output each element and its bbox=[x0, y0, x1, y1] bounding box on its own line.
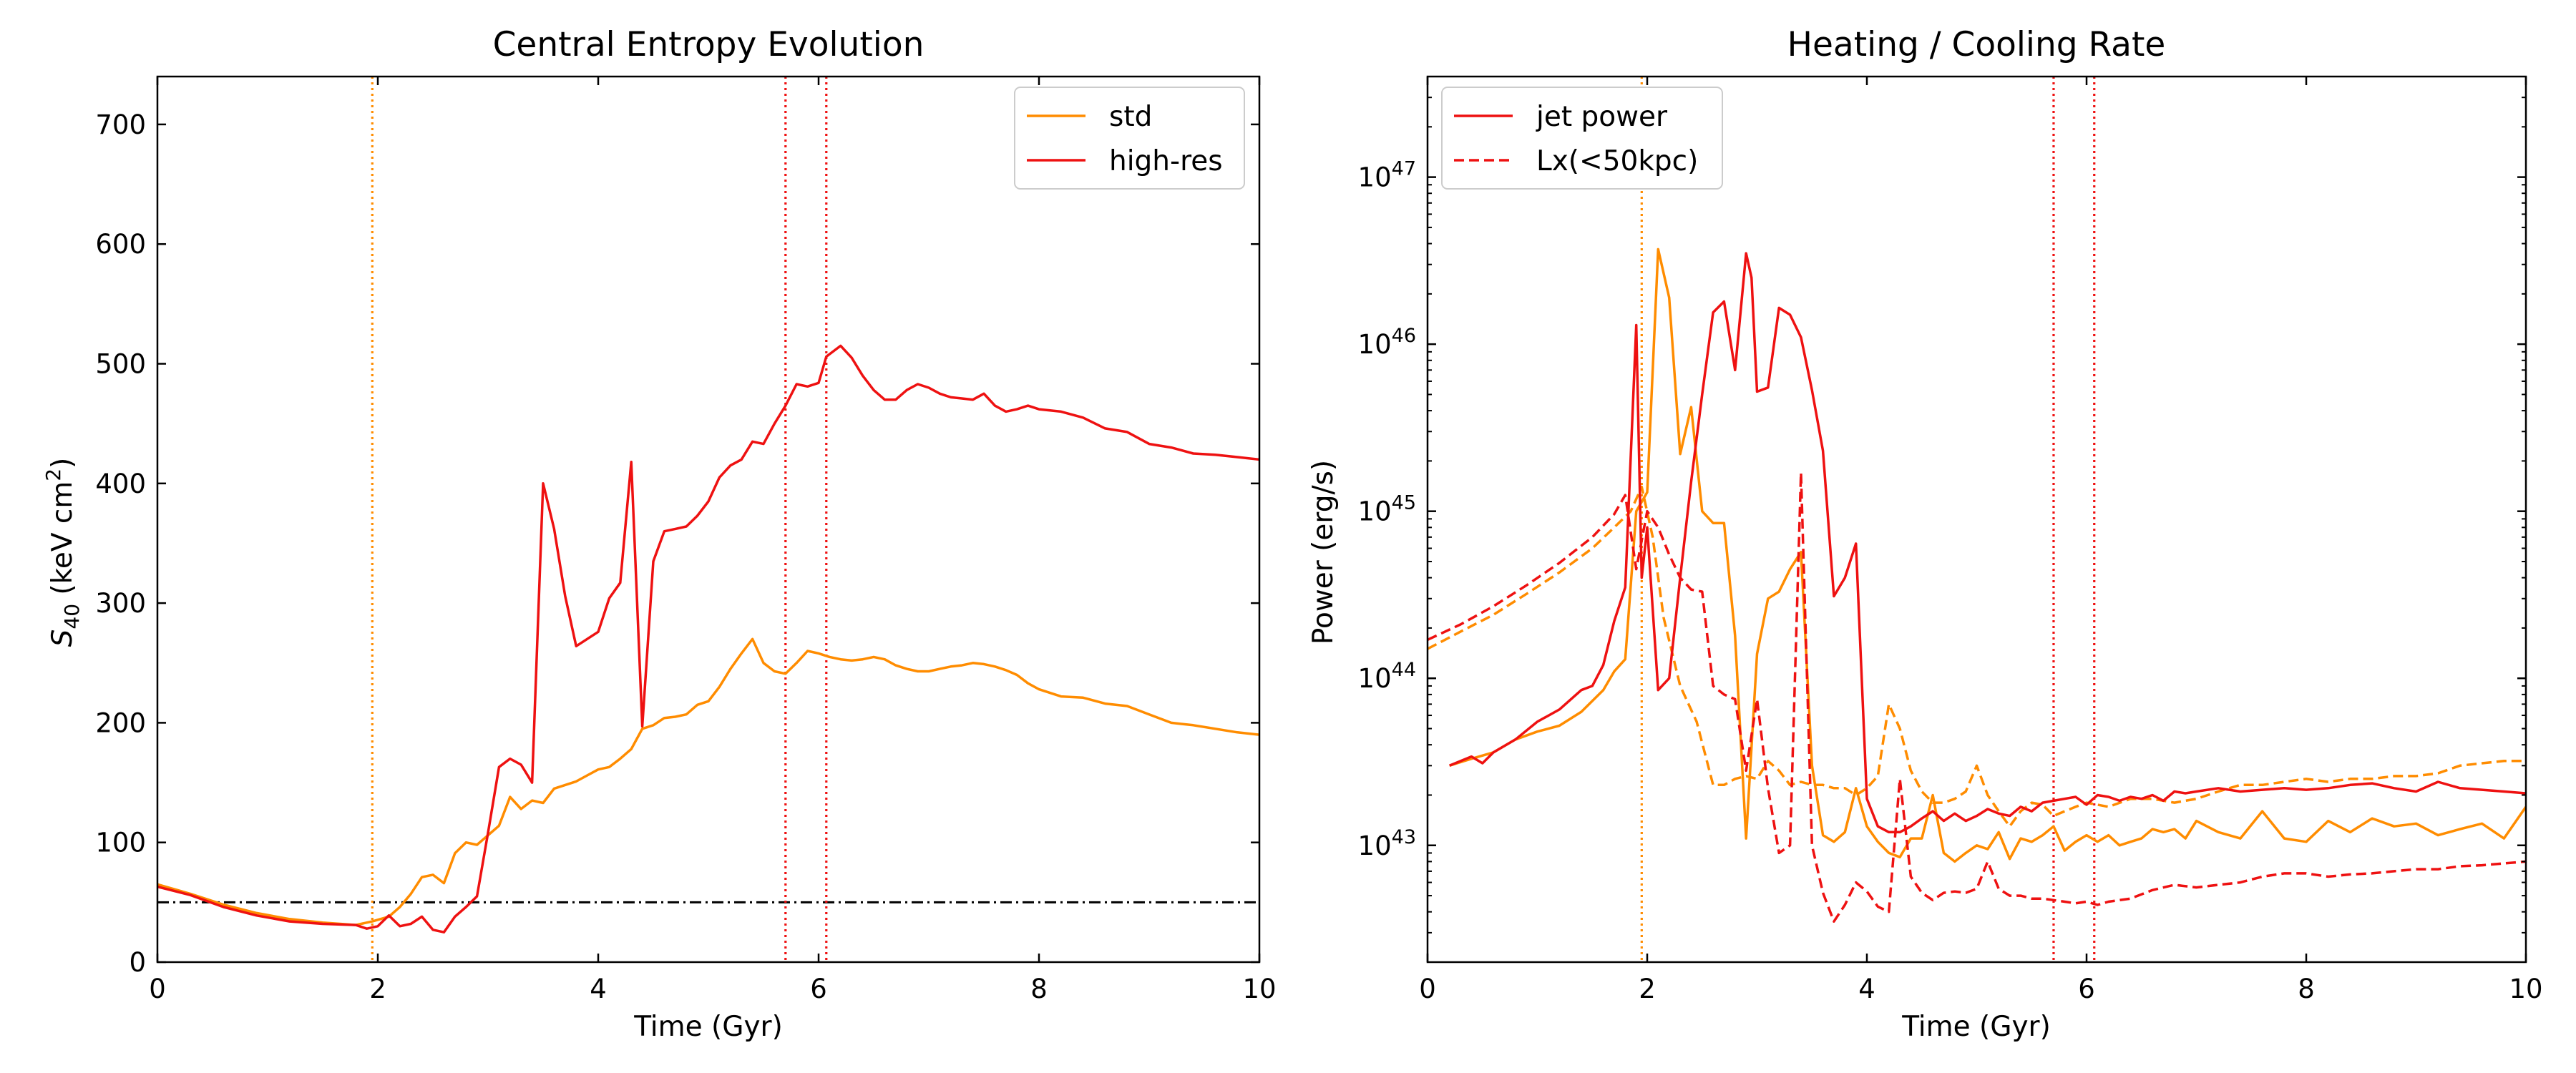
power-ytick-label: 1044 bbox=[1358, 659, 1416, 694]
entropy-xtick-label: 0 bbox=[149, 974, 166, 1004]
entropy-ytick-label: 0 bbox=[129, 947, 146, 978]
legend-label-std: std bbox=[1109, 101, 1152, 133]
entropy-ytick-label: 300 bbox=[95, 588, 146, 619]
entropy-y-unit-post: ) bbox=[47, 458, 79, 469]
power-xtick-label: 6 bbox=[2078, 974, 2095, 1004]
legend-label-high-res: high-res bbox=[1109, 145, 1223, 177]
power-chart: Heating / Cooling Rate 0 2 4 6 8 10 1043 1044 10… bbox=[1307, 25, 2543, 1043]
entropy-series-0-line bbox=[157, 637, 1259, 926]
power-series-group bbox=[1428, 77, 2526, 962]
entropy-y-unit-sup: 2 bbox=[42, 469, 65, 481]
entropy-ytick-label: 500 bbox=[95, 349, 146, 380]
power-axes-frame bbox=[1426, 75, 2527, 964]
entropy-series-group bbox=[157, 77, 1259, 962]
entropy-axes-frame bbox=[156, 75, 1261, 964]
power-series-1-line bbox=[1428, 485, 2526, 828]
power-xtick-label: 8 bbox=[2298, 974, 2315, 1004]
entropy-xtick-label: 6 bbox=[810, 974, 827, 1004]
power-x-axis-label: Time (Gyr) bbox=[1901, 1011, 2051, 1043]
power-series-0-line bbox=[1449, 248, 2526, 863]
entropy-ytick-label: 200 bbox=[95, 707, 146, 738]
power-y-axis-label: Power (erg/s) bbox=[1307, 460, 1340, 645]
power-ytick-label: 1047 bbox=[1358, 158, 1416, 193]
power-ytick-label: 1045 bbox=[1358, 492, 1416, 527]
power-plot-area: 0 2 4 6 8 10 1043 1044 1045 1046 1047 bbox=[1358, 75, 2543, 1004]
entropy-ytick-label: 100 bbox=[95, 828, 146, 858]
entropy-y-unit-pre: (keV cm bbox=[47, 481, 79, 604]
power-ytick-label: 1043 bbox=[1358, 826, 1416, 861]
entropy-chart-title: Central Entropy Evolution bbox=[493, 25, 924, 64]
legend-label-jet-power: jet power bbox=[1536, 101, 1668, 133]
power-xtick-label: 2 bbox=[1639, 974, 1656, 1004]
entropy-chart: Central Entropy Evolution 0 2 4 6 8 100100200… bbox=[42, 25, 1277, 1043]
entropy-ytick-label: 700 bbox=[95, 109, 146, 140]
power-ytick-label: 1046 bbox=[1358, 325, 1416, 360]
entropy-x-axis-label: Time (Gyr) bbox=[633, 1011, 783, 1043]
entropy-legend-frame bbox=[1014, 87, 1245, 190]
power-series-3-line bbox=[1428, 471, 2526, 923]
entropy-legend: std high-res bbox=[1014, 87, 1245, 190]
entropy-y-axis-label: S40 (keV cm2) bbox=[42, 458, 84, 647]
power-xtick-label: 10 bbox=[2509, 974, 2542, 1004]
entropy-ytick-label: 600 bbox=[95, 229, 146, 260]
entropy-xtick-label: 8 bbox=[1030, 974, 1048, 1004]
power-series-2-line bbox=[1449, 252, 2526, 834]
entropy-xtick-label: 4 bbox=[590, 974, 607, 1004]
entropy-xtick-label: 2 bbox=[369, 974, 386, 1004]
entropy-xtick-label: 10 bbox=[1242, 974, 1276, 1004]
power-chart-title: Heating / Cooling Rate bbox=[1787, 25, 2166, 64]
entropy-y-subscript: 40 bbox=[60, 604, 84, 629]
entropy-y-symbol: S bbox=[47, 629, 79, 647]
power-legend: jet power Lx(<50kpc) bbox=[1441, 87, 1723, 190]
entropy-series-1-line bbox=[157, 344, 1259, 934]
power-xtick-label: 0 bbox=[1419, 974, 1436, 1004]
entropy-ytick-label: 400 bbox=[95, 469, 146, 499]
legend-label-lx: Lx(<50kpc) bbox=[1536, 145, 1698, 177]
power-legend-frame bbox=[1441, 87, 1723, 190]
power-xtick-label: 4 bbox=[1858, 974, 1875, 1004]
